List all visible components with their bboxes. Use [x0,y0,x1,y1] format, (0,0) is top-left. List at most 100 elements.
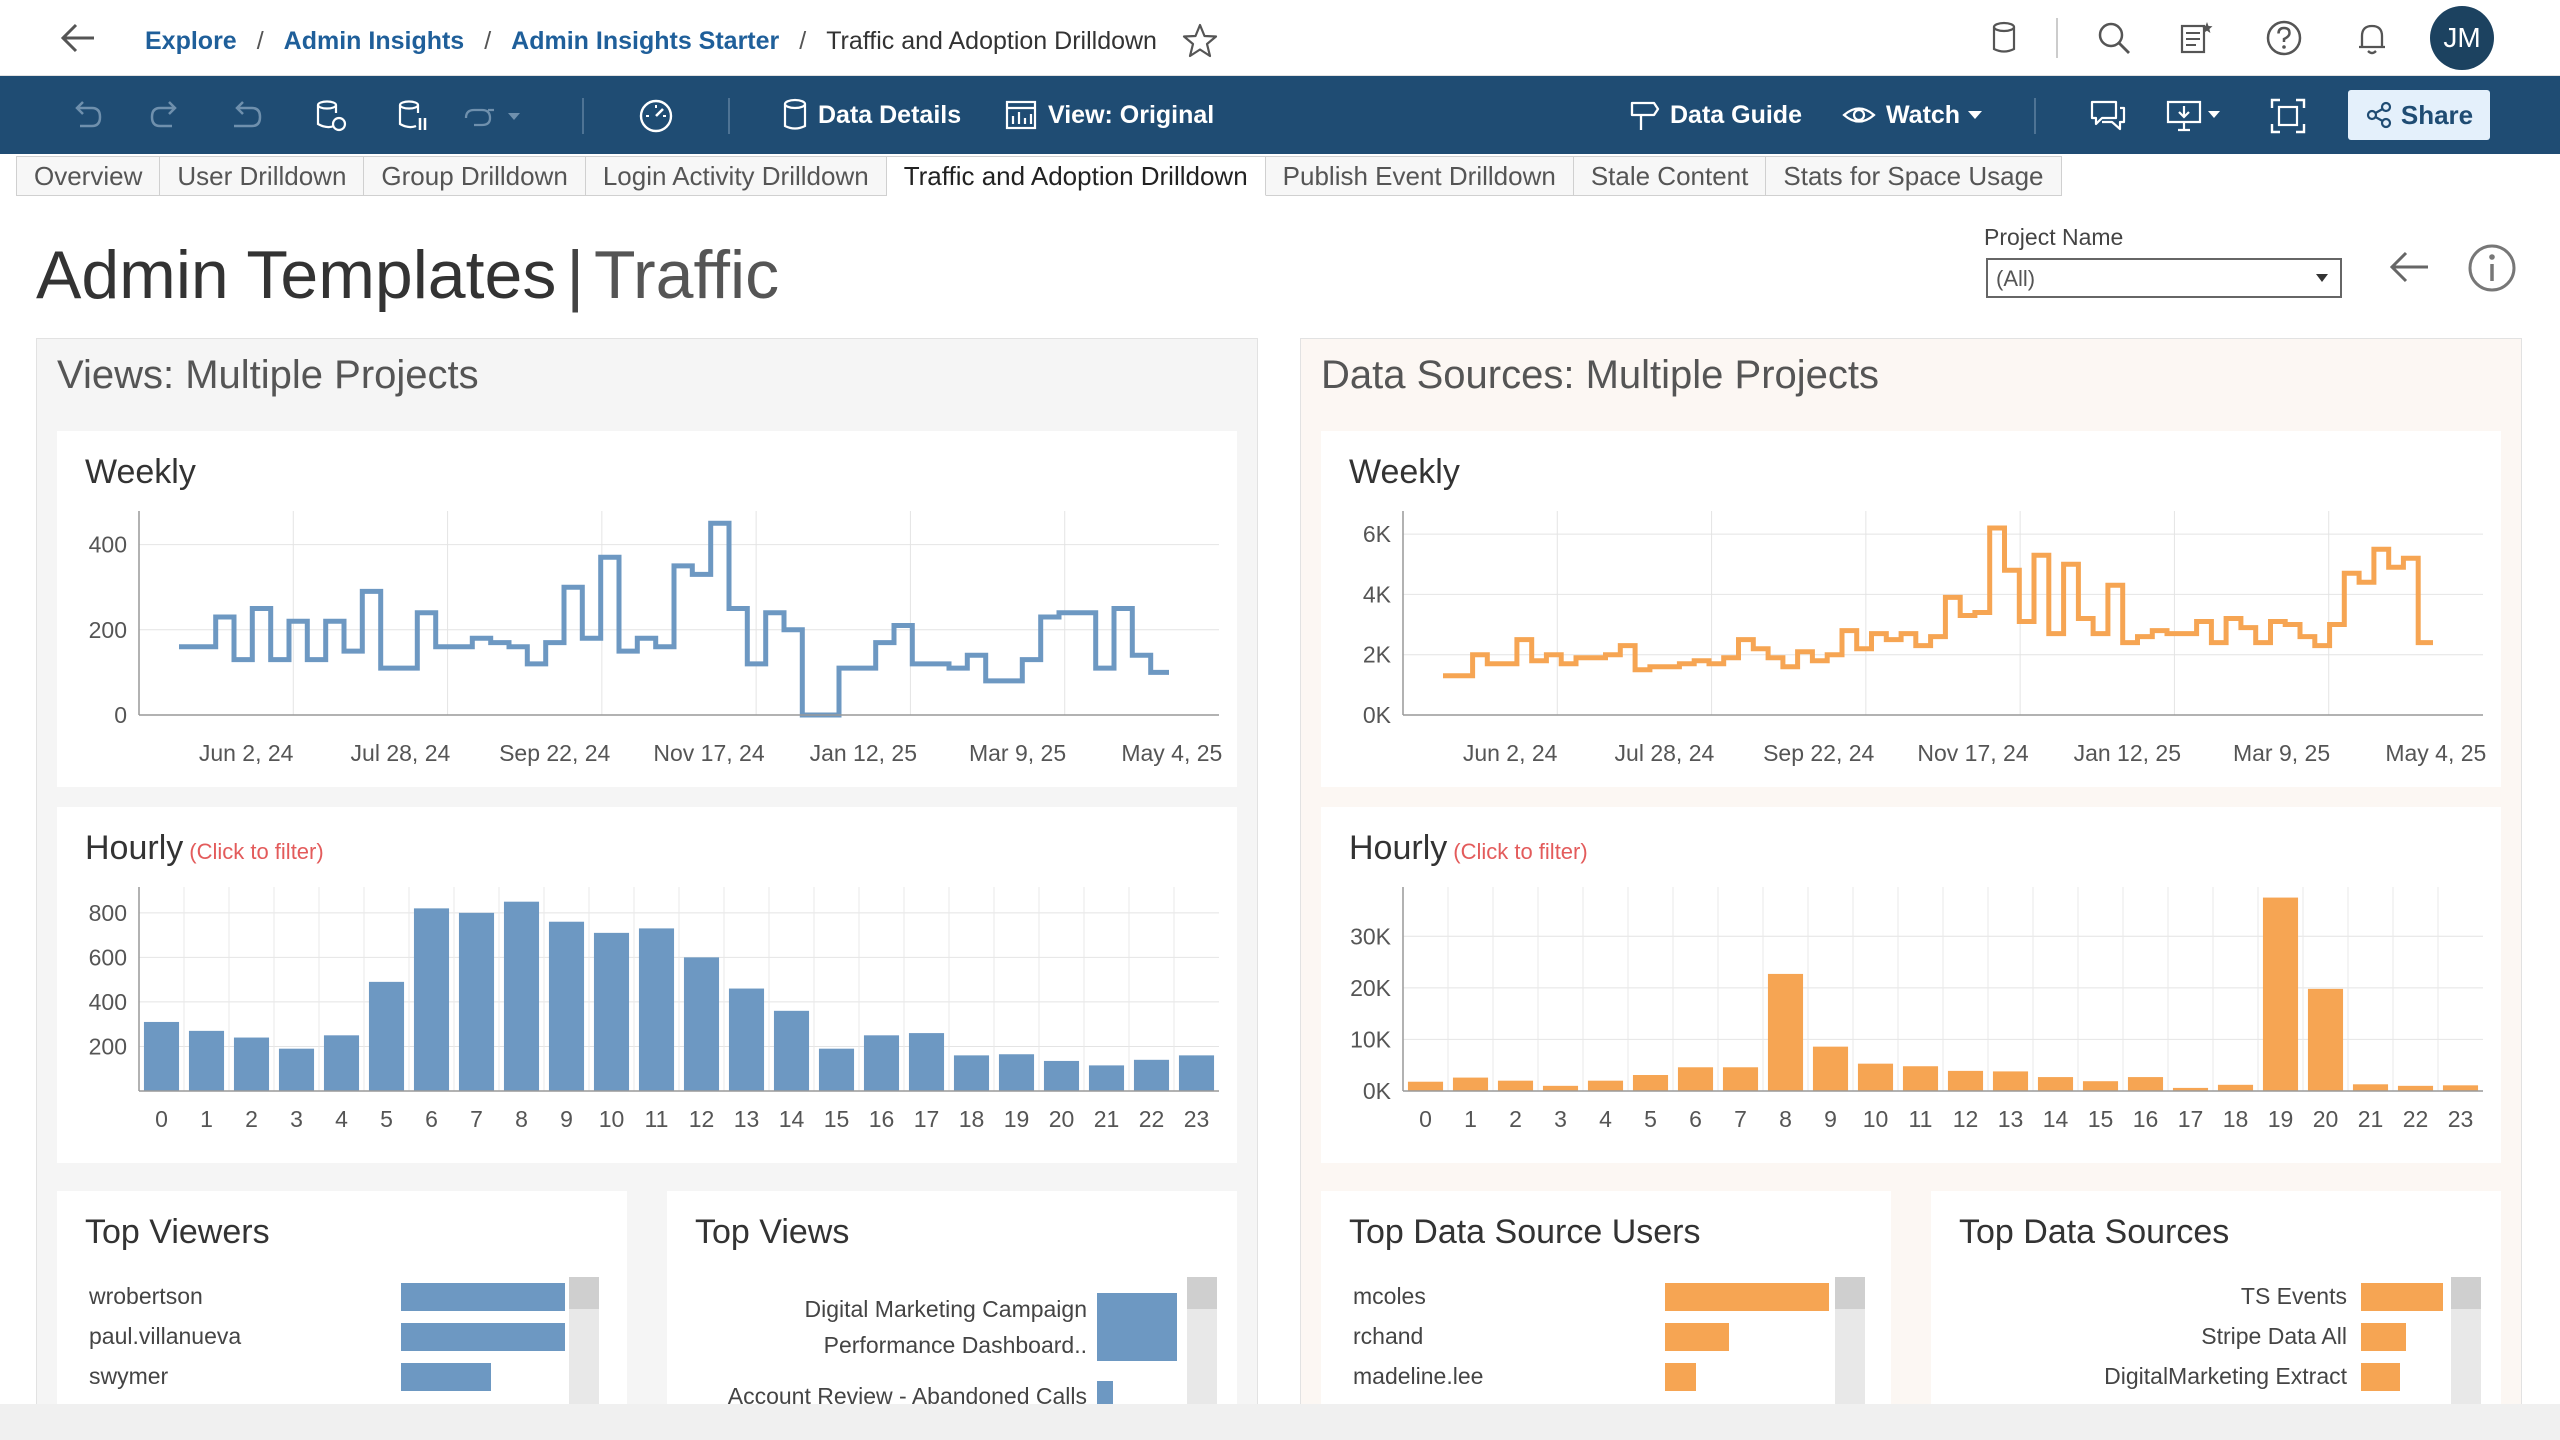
hour-bar[interactable] [728,988,765,1091]
scrollbar-thumb[interactable] [1835,1277,1865,1309]
tab-login-activity-drilldown[interactable]: Login Activity Drilldown [585,156,887,196]
recents-list-icon[interactable] [2176,18,2216,58]
views-weekly-chart[interactable]: 0 200 400 Jun 2, 24 Jul 28, 24 Sep 22, 24 Nov … [57,431,1237,787]
hour-bar[interactable] [863,1035,900,1091]
hour-bar[interactable] [1542,1085,1579,1091]
data-source-icon[interactable] [1984,18,2024,58]
hour-bar[interactable] [773,1010,810,1091]
top-view-name[interactable]: Digital Marketing Campaign Performance Da… [804,1291,1087,1363]
hour-bar[interactable] [2397,1085,2434,1091]
scrollbar-thumb[interactable] [569,1277,599,1309]
revert-icon[interactable] [226,96,266,136]
data-source-bar[interactable] [2361,1283,2443,1311]
top-viewer-bar[interactable] [401,1283,565,1311]
hour-bar[interactable] [188,1030,225,1091]
tab-overview[interactable]: Overview [16,156,161,196]
tab-publish-event-drilldown[interactable]: Publish Event Drilldown [1265,156,1574,196]
weekly-series-line[interactable] [179,520,1169,718]
hour-bar[interactable] [818,1048,855,1091]
notifications-bell-icon[interactable] [2352,18,2392,58]
hour-bar[interactable] [1407,1081,1444,1091]
tab-stale-content[interactable]: Stale Content [1573,156,1767,196]
comments-icon[interactable] [2088,96,2128,136]
data-source-bar[interactable] [2361,1363,2400,1391]
share-button[interactable]: Share [2348,90,2490,140]
hour-bar[interactable] [1677,1067,1714,1091]
top-viewer-bar[interactable] [401,1323,565,1351]
data-source-bar[interactable] [2361,1323,2407,1351]
help-icon[interactable] [2264,18,2304,58]
hour-bar[interactable] [1722,1067,1759,1091]
hour-bar[interactable] [953,1055,990,1091]
view-original-button[interactable]: View: Original [1004,96,1214,134]
pause-updates-icon[interactable] [392,96,432,136]
hour-bar[interactable] [1812,1046,1849,1091]
undo-icon[interactable] [66,96,106,136]
weekly-series-line[interactable] [1443,525,2433,679]
full-screen-icon[interactable] [2268,96,2308,136]
scrollbar-thumb[interactable] [1187,1277,1217,1309]
hour-bar[interactable] [1992,1071,2029,1091]
ds-user-name[interactable]: rchand [1353,1323,1424,1349]
top-view-bar[interactable] [1097,1381,1113,1409]
breadcrumb-admin-insights-starter[interactable]: Admin Insights Starter [511,26,780,55]
info-icon[interactable] [2466,242,2518,294]
scrollbar-thumb[interactable] [2451,1277,2481,1309]
data-source-name[interactable]: TS Events [2240,1283,2347,1309]
tab-stats-for-space-usage[interactable]: Stats for Space Usage [1766,156,2062,196]
redo-icon[interactable] [146,96,186,136]
hour-bar[interactable] [1178,1055,1215,1091]
hour-bar[interactable] [1043,1060,1080,1091]
tab-user-drilldown[interactable]: User Drilldown [160,156,365,196]
hour-bar[interactable] [2127,1077,2164,1091]
hour-bar[interactable] [2082,1081,2119,1091]
refresh-data-icon[interactable] [310,96,350,136]
favorite-star-icon[interactable] [1181,22,1219,60]
hour-bar[interactable] [1947,1070,1984,1091]
data-source-name[interactable]: Stripe Data All [2201,1323,2347,1349]
tab-group-drilldown[interactable]: Group Drilldown [364,156,586,196]
hour-bar[interactable] [998,1054,1035,1091]
ds-user-name[interactable]: mcoles [1353,1283,1426,1309]
hour-bar[interactable] [1587,1080,1624,1091]
breadcrumb-admin-insights[interactable]: Admin Insights [283,26,465,55]
top-viewer-name[interactable]: swymer [89,1363,169,1389]
back-navigation-icon[interactable] [2384,242,2434,292]
user-avatar[interactable]: JM [2430,6,2494,70]
hour-bar[interactable] [1857,1063,1894,1091]
data-details-button[interactable]: Data Details [782,96,961,134]
hour-bar[interactable] [593,932,630,1091]
search-icon[interactable] [2094,18,2134,58]
ds-user-bar[interactable] [1665,1323,1729,1351]
hour-bar[interactable] [233,1037,270,1091]
hour-bar[interactable] [2352,1084,2389,1091]
hour-bar[interactable] [2037,1077,2074,1091]
ds-user-bar[interactable] [1665,1283,1829,1311]
hour-bar[interactable] [1632,1075,1669,1091]
back-arrow-icon[interactable] [56,16,100,60]
hour-bar[interactable] [683,957,720,1091]
hour-bar[interactable] [548,921,585,1091]
ds-weekly-chart[interactable]: 0K 2K 4K 6K Jun 2, 24 Jul 28, 24 Sep 22, 24 Nov… [1321,431,2501,787]
top-viewer-bar[interactable] [401,1363,492,1391]
watch-button[interactable]: Watch [1842,96,1994,134]
hour-bar[interactable] [368,981,405,1091]
hour-bar[interactable] [143,1021,180,1091]
hour-bar[interactable] [1133,1059,1170,1091]
hour-bar[interactable] [2217,1084,2254,1091]
data-source-name[interactable]: DigitalMarketing Extract [2104,1363,2347,1389]
download-icon[interactable] [2164,96,2224,136]
hour-bar[interactable] [1902,1066,1939,1091]
hour-bar[interactable] [638,928,675,1091]
hour-bar[interactable] [1088,1065,1125,1091]
project-name-select[interactable]: (All) [1986,258,2342,298]
metrics-gauge-icon[interactable] [636,96,676,136]
top-view-bar[interactable] [1097,1293,1177,1361]
hour-bar[interactable] [2172,1087,2209,1091]
hour-bar[interactable] [2442,1085,2479,1091]
data-guide-button[interactable]: Data Guide [1628,96,1802,134]
hour-bar[interactable] [278,1048,315,1091]
hour-bar[interactable] [413,908,450,1091]
top-viewer-name[interactable]: paul.villanueva [89,1323,242,1349]
